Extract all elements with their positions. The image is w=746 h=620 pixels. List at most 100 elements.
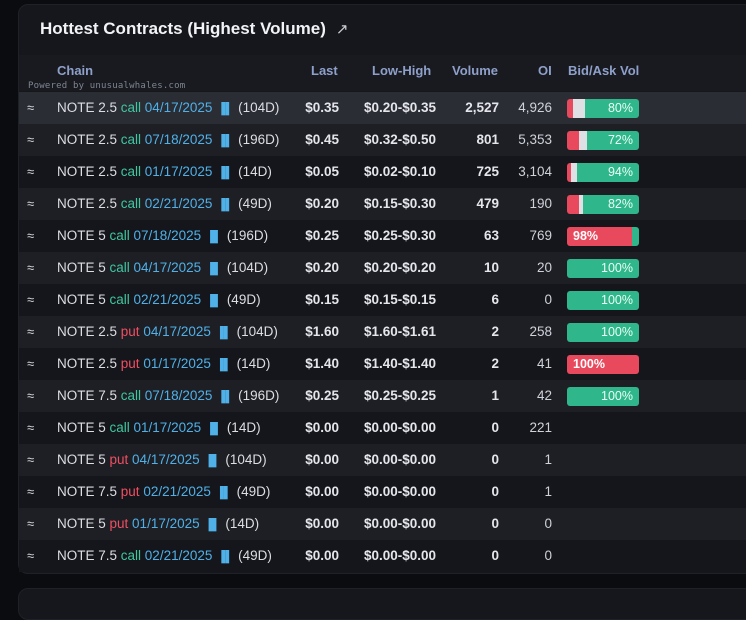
mid-segment xyxy=(573,99,585,118)
bar-chart-icon[interactable]: ▐▌ xyxy=(214,199,237,211)
wave-icon: ≈ xyxy=(27,388,35,403)
col-low-high[interactable]: Low-High xyxy=(372,63,432,78)
chain-cell[interactable]: NOTE 2.5 call 01/17/2025 ▐▌ (14D) xyxy=(57,156,272,188)
table-row[interactable]: ≈ NOTE 2.5 put 01/17/2025 ▐▌ (14D) $1.40 $1… xyxy=(19,348,746,380)
chain-dte: (104D) xyxy=(236,324,278,339)
table-row[interactable]: ≈ NOTE 5 call 07/18/2025 ▐▌ (196D) $0.25 $0… xyxy=(19,220,746,252)
col-bid-ask-vol[interactable]: Bid/Ask Vol xyxy=(568,63,640,78)
chain-symbol: NOTE 5 xyxy=(57,516,110,531)
chain-cell[interactable]: NOTE 5 call 01/17/2025 ▐▌ (14D) xyxy=(57,412,261,444)
chain-type: call xyxy=(120,164,145,179)
panel-title[interactable]: Hottest Contracts (Highest Volume) ↗ xyxy=(40,19,348,39)
bar-chart-icon[interactable]: ▐▌ xyxy=(203,231,225,243)
chain-cell[interactable]: NOTE 5 put 01/17/2025 ▐▌ (14D) xyxy=(57,508,259,540)
ask-segment xyxy=(567,387,639,406)
chain-type: call xyxy=(120,100,145,115)
chain-cell[interactable]: NOTE 2.5 call 04/17/2025 ▐▌ (104D) xyxy=(57,92,279,124)
table-row[interactable]: ≈ NOTE 2.5 call 01/17/2025 ▐▌ (14D) $0.05 $… xyxy=(19,156,746,188)
bid-segment xyxy=(567,99,574,118)
chain-expiry: 02/21/2025 xyxy=(144,196,213,211)
low-high-range: $0.00-$0.00 xyxy=(363,484,436,499)
bar-chart-icon[interactable]: ▐▌ xyxy=(214,391,237,403)
col-last[interactable]: Last xyxy=(311,63,338,78)
table-row[interactable]: ≈ NOTE 2.5 call 07/18/2025 ▐▌ (196D) $0.45… xyxy=(19,124,746,156)
chain-dte: (104D) xyxy=(226,260,269,275)
volume-value: 0 xyxy=(491,420,499,435)
low-high-range: $0.00-$0.00 xyxy=(363,516,436,531)
table-row[interactable]: ≈ NOTE 5 put 01/17/2025 ▐▌ (14D) $0.00 $0.0… xyxy=(19,508,746,540)
ask-segment xyxy=(584,99,639,118)
table-header: Chain Last Low-High Volume OI Bid/Ask Vo… xyxy=(19,55,746,91)
chain-dte: (49D) xyxy=(226,292,261,307)
col-oi[interactable]: OI xyxy=(538,63,552,78)
bar-chart-icon[interactable]: ▐▌ xyxy=(214,103,237,115)
powered-by: Powered by unusualwhales.com xyxy=(28,81,186,91)
chain-expiry: 02/21/2025 xyxy=(143,484,211,499)
bar-chart-icon[interactable]: ▐▌ xyxy=(212,487,235,499)
chain-expiry: 04/17/2025 xyxy=(143,324,211,339)
bar-chart-icon[interactable]: ▐▌ xyxy=(203,263,225,275)
table-row[interactable]: ≈ NOTE 7.5 call 02/21/2025 ▐▌ (49D) $0.00 $… xyxy=(19,540,746,572)
last-price: $1.60 xyxy=(305,324,339,339)
table-row[interactable]: ≈ NOTE 5 call 04/17/2025 ▐▌ (104D) $0.20 $0… xyxy=(19,252,746,284)
table-row[interactable]: ≈ NOTE 2.5 call 04/17/2025 ▐▌ (104D) $0.35… xyxy=(19,92,746,124)
chain-symbol: NOTE 5 xyxy=(57,260,110,275)
last-price: $0.45 xyxy=(305,132,339,147)
chain-cell[interactable]: NOTE 5 call 07/18/2025 ▐▌ (196D) xyxy=(57,220,268,252)
bar-chart-icon[interactable]: ▐▌ xyxy=(214,551,237,563)
bar-chart-icon[interactable]: ▐▌ xyxy=(201,455,224,467)
external-link-icon[interactable]: ↗ xyxy=(335,21,349,38)
table-row[interactable]: ≈ NOTE 2.5 call 02/21/2025 ▐▌ (49D) $0.20 $… xyxy=(19,188,746,220)
oi-value: 1 xyxy=(544,484,552,499)
chain-expiry: 01/17/2025 xyxy=(133,420,202,435)
table-row[interactable]: ≈ NOTE 5 call 01/17/2025 ▐▌ (14D) $0.00 $0.… xyxy=(19,412,746,444)
bar-chart-icon[interactable]: ▐▌ xyxy=(212,359,235,371)
chain-cell[interactable]: NOTE 5 put 04/17/2025 ▐▌ (104D) xyxy=(57,444,267,476)
chain-cell[interactable]: NOTE 7.5 call 02/21/2025 ▐▌ (49D) xyxy=(57,540,272,572)
bid-ask-vol-bar: 100% xyxy=(567,259,639,278)
chain-symbol: NOTE 2.5 xyxy=(57,196,121,211)
chain-cell[interactable]: NOTE 2.5 call 07/18/2025 ▐▌ (196D) xyxy=(57,124,279,156)
table-row[interactable]: ≈ NOTE 5 put 04/17/2025 ▐▌ (104D) $0.00 $0.… xyxy=(19,444,746,476)
bar-chart-icon[interactable]: ▐▌ xyxy=(203,423,225,435)
bar-chart-icon[interactable]: ▐▌ xyxy=(201,519,224,531)
chain-expiry: 07/18/2025 xyxy=(144,388,213,403)
chain-dte: (49D) xyxy=(238,196,272,211)
chain-cell[interactable]: NOTE 5 call 02/21/2025 ▐▌ (49D) xyxy=(57,284,261,316)
bid-segment xyxy=(567,227,632,246)
wave-icon: ≈ xyxy=(27,164,35,179)
volume-value: 0 xyxy=(491,516,499,531)
last-price: $0.05 xyxy=(305,164,339,179)
bid-ask-vol-bar: 100% xyxy=(567,291,639,310)
col-volume[interactable]: Volume xyxy=(452,63,498,78)
volume-value: 0 xyxy=(491,484,499,499)
chain-cell[interactable]: NOTE 2.5 call 02/21/2025 ▐▌ (49D) xyxy=(57,188,272,220)
col-chain[interactable]: Chain xyxy=(57,63,94,78)
bid-segment xyxy=(567,355,639,374)
low-high-range: $0.02-$0.10 xyxy=(363,164,436,179)
bid-ask-vol-label: 100% xyxy=(601,261,633,275)
chain-symbol: NOTE 2.5 xyxy=(57,100,121,115)
ask-segment xyxy=(587,131,639,150)
chain-dte: (14D) xyxy=(226,420,261,435)
bar-chart-icon[interactable]: ▐▌ xyxy=(203,295,225,307)
bar-chart-icon[interactable]: ▐▌ xyxy=(214,167,237,179)
chain-cell[interactable]: NOTE 2.5 put 01/17/2025 ▐▌ (14D) xyxy=(57,348,270,380)
low-high-range: $0.20-$0.20 xyxy=(363,260,436,275)
chain-cell[interactable]: NOTE 5 call 04/17/2025 ▐▌ (104D) xyxy=(57,252,268,284)
chain-cell[interactable]: NOTE 7.5 put 02/21/2025 ▐▌ (49D) xyxy=(57,476,270,508)
chain-symbol: NOTE 5 xyxy=(57,420,110,435)
chain-dte: (14D) xyxy=(225,516,260,531)
table-row[interactable]: ≈ NOTE 7.5 call 07/18/2025 ▐▌ (196D) $0.25… xyxy=(19,380,746,412)
bar-chart-icon[interactable]: ▐▌ xyxy=(214,135,237,147)
table-row[interactable]: ≈ NOTE 5 call 02/21/2025 ▐▌ (49D) $0.15 $0.… xyxy=(19,284,746,316)
chain-cell[interactable]: NOTE 2.5 put 04/17/2025 ▐▌ (104D) xyxy=(57,316,278,348)
volume-value: 0 xyxy=(491,548,499,563)
table-row[interactable]: ≈ NOTE 7.5 put 02/21/2025 ▐▌ (49D) $0.00 $0… xyxy=(19,476,746,508)
bar-chart-icon[interactable]: ▐▌ xyxy=(212,327,235,339)
table-row[interactable]: ≈ NOTE 2.5 put 04/17/2025 ▐▌ (104D) $1.60 $… xyxy=(19,316,746,348)
bid-ask-vol-label: 100% xyxy=(601,325,633,339)
bid-ask-vol-label: 98% xyxy=(573,229,599,243)
chain-cell[interactable]: NOTE 7.5 call 07/18/2025 ▐▌ (196D) xyxy=(57,380,279,412)
chain-type: put xyxy=(120,484,144,499)
